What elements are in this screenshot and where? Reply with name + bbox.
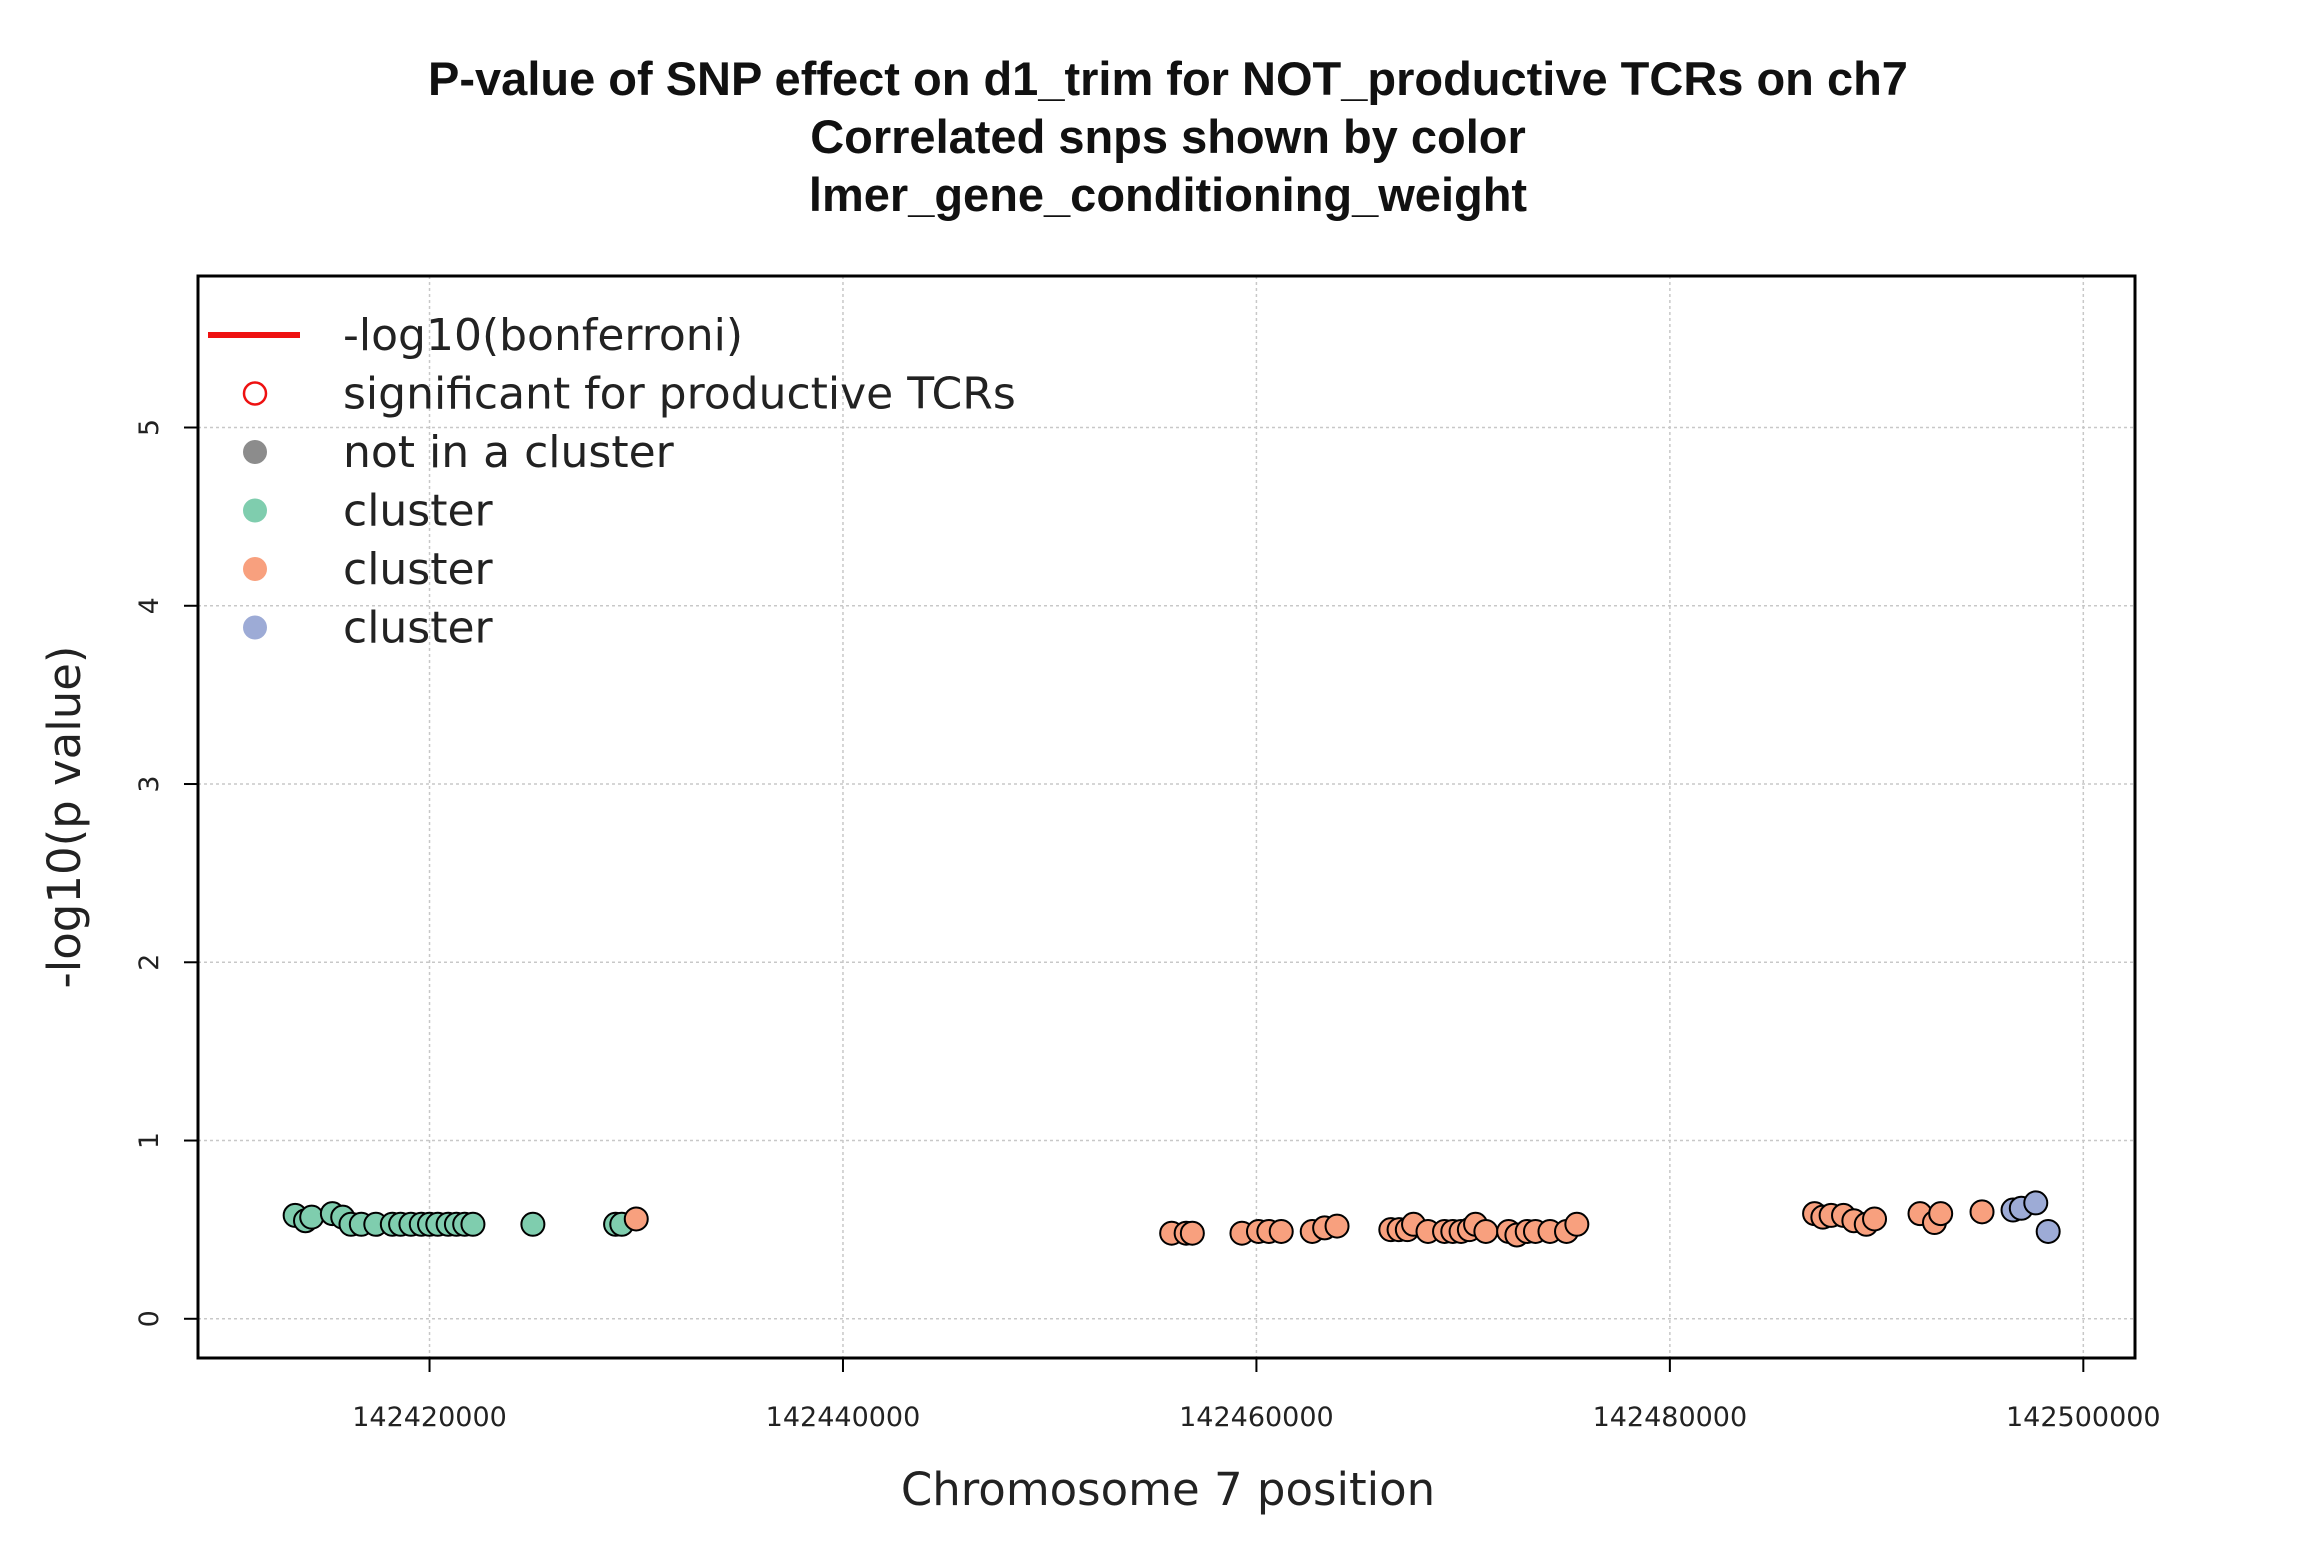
- x-tick-label: 142440000: [766, 1402, 921, 1433]
- data-point: [1564, 1211, 1590, 1237]
- x-tick-label: 142460000: [1179, 1402, 1334, 1433]
- legend-dot-swatch: [243, 557, 267, 581]
- chart-title-line-1: P-value of SNP effect on d1_trim for NOT…: [428, 52, 1908, 105]
- data-point: [1969, 1199, 1995, 1225]
- legend-label: -log10(bonferroni): [343, 310, 743, 361]
- data-point: [1928, 1201, 1954, 1227]
- y-axis-label: -log10(p value): [38, 646, 91, 989]
- legend-dot-swatch: [243, 615, 267, 640]
- data-point: [1324, 1213, 1350, 1239]
- legend-label: cluster: [343, 486, 494, 537]
- x-tick-label: 142500000: [2006, 1402, 2161, 1433]
- chart-title: P-value of SNP effect on d1_trim for NOT…: [428, 52, 1908, 221]
- legend-label: cluster: [343, 603, 494, 654]
- data-point: [1862, 1206, 1888, 1232]
- data-point: [623, 1206, 649, 1232]
- data-point: [520, 1211, 546, 1237]
- data-point: [299, 1204, 325, 1230]
- legend-open-circle-swatch: [242, 381, 268, 406]
- data-point: [1179, 1220, 1205, 1246]
- y-tick-label: 1: [134, 1132, 165, 1149]
- x-axis-label: Chromosome 7 position: [901, 1463, 1435, 1516]
- legend-label: not in a cluster: [343, 427, 675, 478]
- y-tick-label: 0: [134, 1310, 165, 1327]
- x-tick-label: 142420000: [352, 1402, 507, 1433]
- legend-dot-swatch: [243, 498, 267, 523]
- data-point: [2023, 1190, 2049, 1216]
- y-tick-label: 3: [134, 775, 165, 792]
- y-axis: 0 1 2 3 4 5: [134, 419, 198, 1327]
- legend: -log10(bonferroni) significant for produc…: [208, 310, 1016, 654]
- chart-title-line-3: lmer_gene_conditioning_weight: [809, 168, 1527, 221]
- grid: [198, 276, 2135, 1358]
- plot-frame: [196, 274, 2137, 1360]
- legend-dot-swatch: [243, 440, 267, 464]
- data-point: [2035, 1218, 2061, 1244]
- legend-label: significant for productive TCRs: [343, 369, 1016, 420]
- y-tick-label: 4: [134, 597, 165, 614]
- chart-title-line-2: Correlated snps shown by color: [810, 110, 1526, 163]
- x-tick-label: 142480000: [1593, 1402, 1748, 1433]
- data-point: [1268, 1218, 1294, 1244]
- y-tick-label: 5: [134, 419, 165, 436]
- data-point: [1473, 1218, 1499, 1244]
- data-points: [282, 1190, 2061, 1248]
- legend-label: cluster: [343, 544, 494, 595]
- y-tick-label: 2: [134, 954, 165, 971]
- x-axis: 142420000 142440000 142460000 142480000 1425…: [352, 1358, 2161, 1433]
- data-point: [460, 1211, 486, 1237]
